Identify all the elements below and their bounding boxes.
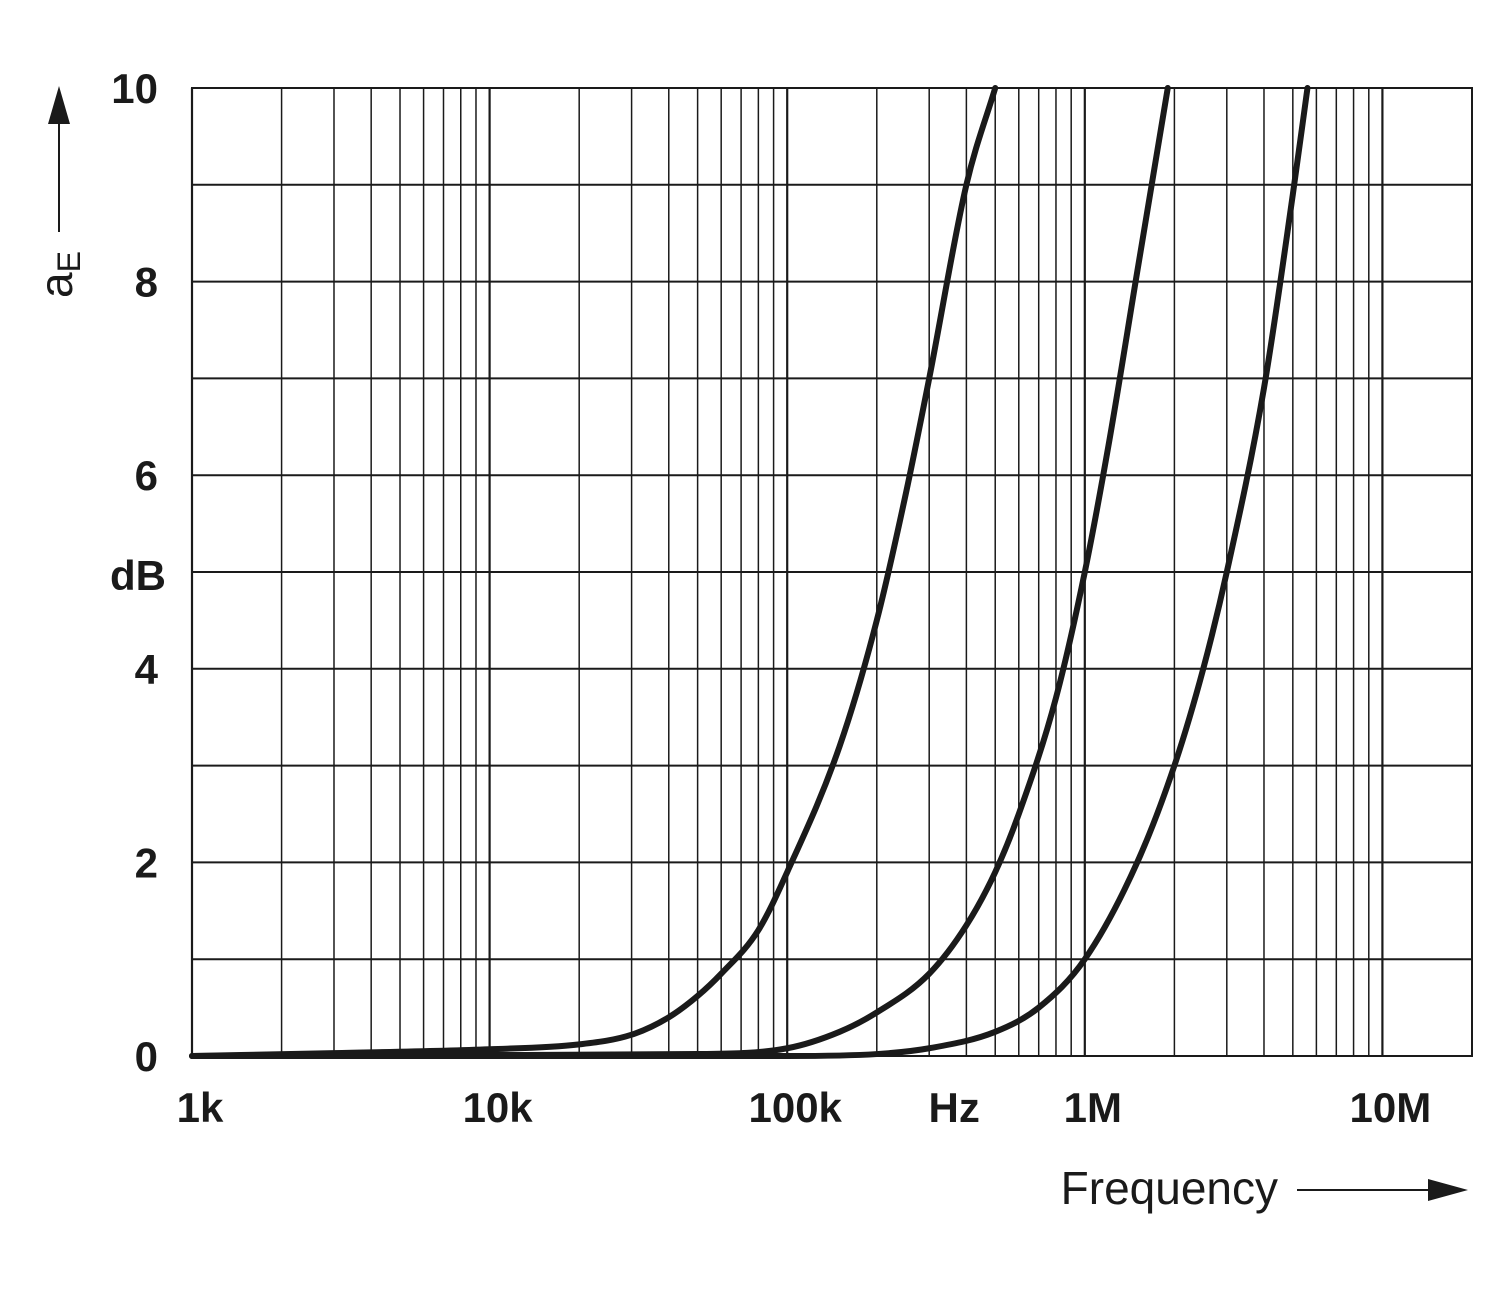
y-tick-label: 6: [135, 452, 158, 499]
y-tick-labels: 0 2 4 6 8 10: [111, 65, 158, 1080]
y-axis-arrow-icon: [48, 86, 70, 124]
x-tick-label: 10k: [463, 1084, 534, 1131]
y-unit-label: dB: [110, 552, 166, 599]
y-tick-label: 2: [135, 839, 158, 886]
x-tick-labels: 1k 10k 100k 1M 10M: [177, 1084, 1432, 1131]
x-unit-label: Hz: [929, 1084, 980, 1131]
x-tick-label: 1k: [177, 1084, 224, 1131]
x-tick-label: 1M: [1064, 1084, 1122, 1131]
x-tick-label: 10M: [1350, 1084, 1432, 1131]
y-axis-label: aE: [30, 86, 87, 298]
y-axis-label-subscript: E: [51, 251, 87, 272]
chart-grid: [190, 87, 1473, 1057]
x-axis-arrow-icon: [1428, 1179, 1468, 1201]
y-axis-label-main: a: [30, 272, 82, 298]
x-axis-label: Frequency: [1061, 1162, 1468, 1214]
plot-area-frame: [191, 87, 1473, 1057]
x-tick-label: 100k: [748, 1084, 842, 1131]
y-tick-label: 0: [135, 1033, 158, 1080]
series-line-1: [189, 85, 999, 1059]
y-axis-label-text: aE: [30, 251, 87, 298]
y-tick-label: 4: [135, 646, 159, 693]
x-axis-label-text: Frequency: [1061, 1162, 1278, 1214]
y-tick-label: 8: [135, 259, 158, 306]
y-tick-label: 10: [111, 65, 158, 112]
